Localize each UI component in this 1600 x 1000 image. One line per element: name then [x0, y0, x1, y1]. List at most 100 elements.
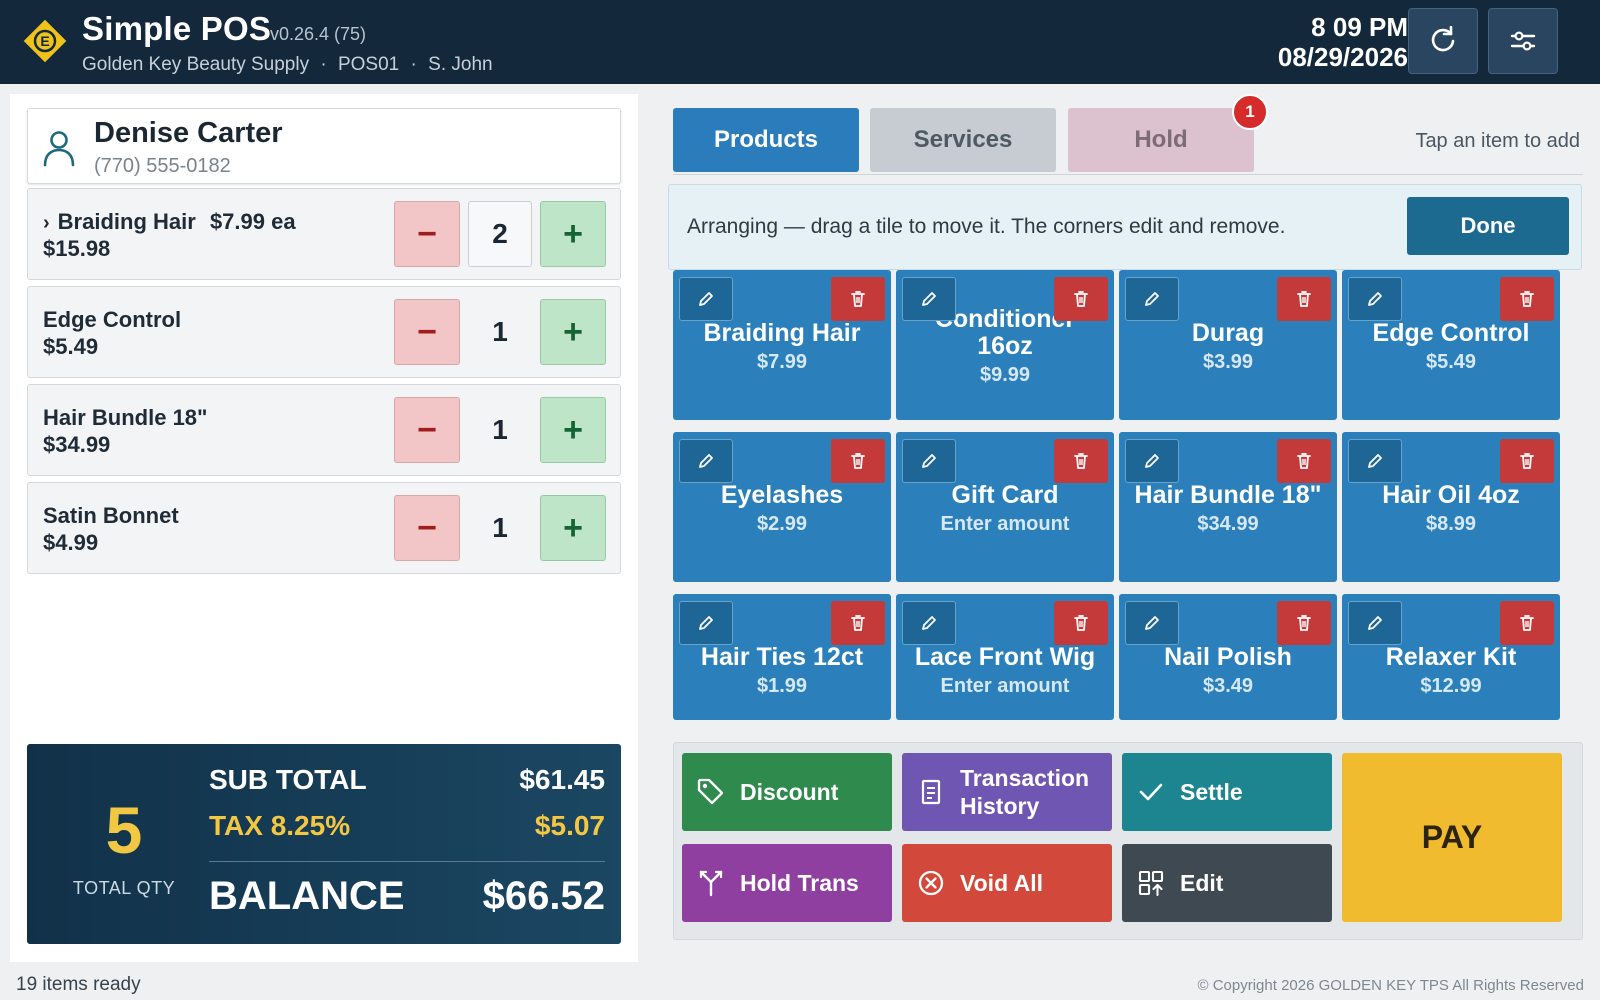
cart-item-total: $34.99	[43, 432, 111, 457]
edit-tile-button[interactable]	[679, 277, 733, 321]
hold-trans-button[interactable]: Hold Trans	[682, 844, 892, 922]
edit-tile-button[interactable]	[902, 277, 956, 321]
product-name: Relaxer Kit $12.99	[1348, 644, 1554, 700]
product-tile[interactable]: Eyelashes $2.99	[673, 432, 891, 582]
delete-tile-button[interactable]	[1500, 601, 1554, 645]
customer-card[interactable]: Denise Carter (770) 555-0182	[27, 108, 621, 184]
cart-item-name: › Braiding Hair $7.99 ea	[43, 209, 296, 234]
transaction-history-button[interactable]: Transaction History	[902, 753, 1112, 831]
tab-products[interactable]: Products	[673, 108, 859, 172]
decrease-qty-button[interactable]: −	[394, 495, 460, 561]
delete-tile-button[interactable]	[1500, 439, 1554, 483]
qty-value[interactable]: 1	[492, 414, 508, 445]
product-name: Hair Ties 12ct $1.99	[679, 644, 885, 700]
edit-tile-button[interactable]	[902, 601, 956, 645]
qty-value[interactable]: 1	[492, 316, 508, 347]
product-price: $5.49	[1425, 351, 1477, 373]
trash-icon	[1297, 615, 1311, 631]
edit-tile-button[interactable]	[1125, 601, 1179, 645]
trash-icon	[1074, 615, 1088, 631]
chevron-right-icon[interactable]: ›	[43, 212, 50, 234]
product-tile[interactable]: Hair Ties 12ct $1.99	[673, 594, 891, 720]
product-tile[interactable]: Durag $3.99	[1119, 270, 1337, 420]
balance-value: $66.52	[482, 874, 605, 918]
qty-value[interactable]: 2	[468, 201, 532, 267]
clock-time: 8 09 PM	[1311, 12, 1408, 42]
product-tile[interactable]: Nail Polish $3.49	[1119, 594, 1337, 720]
cart-item-hair-bundle[interactable]: Hair Bundle 18" $34.99 − 1 +	[27, 384, 621, 476]
edit-tile-button[interactable]	[679, 439, 733, 483]
done-button[interactable]: Done	[1407, 197, 1569, 255]
tab-services[interactable]: Services	[870, 108, 1056, 172]
pencil-icon	[1145, 616, 1159, 630]
product-tile[interactable]: Conditioner 16oz $9.99	[896, 270, 1114, 420]
action-buttons: Discount Transaction History Settle	[673, 742, 1583, 940]
product-name: Hair Bundle 18" $34.99	[1125, 482, 1331, 538]
product-name: Conditioner 16oz $9.99	[902, 306, 1108, 389]
tax-label: TAX 8.25%	[209, 810, 351, 841]
qty-value[interactable]: 1	[492, 512, 508, 543]
delete-tile-button[interactable]	[1054, 277, 1108, 321]
product-tile[interactable]: Braiding Hair $7.99	[673, 270, 891, 420]
edit-tile-button[interactable]	[1348, 277, 1402, 321]
decrease-qty-button[interactable]: −	[394, 299, 460, 365]
pencil-icon	[1145, 454, 1159, 468]
product-name: Durag $3.99	[1125, 320, 1331, 376]
app-version: v0.26.4 (75)	[270, 24, 367, 44]
edit-tile-button[interactable]	[1125, 277, 1179, 321]
edit-layout-button[interactable]: Edit	[1122, 844, 1332, 922]
cart-item-edge-control[interactable]: Edge Control $5.49 − 1 +	[27, 286, 621, 378]
pencil-icon	[699, 292, 713, 306]
product-tile[interactable]: Gift Card Enter amount	[896, 432, 1114, 582]
tab-hold[interactable]: Hold	[1068, 108, 1254, 172]
refresh-button[interactable]	[1408, 8, 1478, 74]
cart-item-satin-bonnet[interactable]: Satin Bonnet $4.99 − 1 +	[27, 482, 621, 574]
catalog-panel: Products Services Hold 1 Tap an item to …	[638, 94, 1600, 962]
edit-tile-button[interactable]	[1348, 601, 1402, 645]
delete-tile-button[interactable]	[1500, 277, 1554, 321]
edit-tile-button[interactable]	[902, 439, 956, 483]
settle-button[interactable]: Settle	[1122, 753, 1332, 831]
subtotal-label: SUB TOTAL	[209, 764, 367, 795]
pay-button[interactable]: PAY	[1342, 753, 1562, 922]
product-name: Nail Polish $3.49	[1125, 644, 1331, 700]
product-tile[interactable]: Hair Oil 4oz $8.99	[1342, 432, 1560, 582]
product-tile[interactable]: Hair Bundle 18" $34.99	[1119, 432, 1337, 582]
cart-item-braiding-hair[interactable]: › Braiding Hair $7.99 ea $15.98 − 2 +	[27, 188, 621, 280]
edit-tile-button[interactable]	[679, 601, 733, 645]
delete-tile-button[interactable]	[1277, 601, 1331, 645]
delete-tile-button[interactable]	[831, 601, 885, 645]
arrange-message: Arranging — drag a tile to move it. The …	[687, 215, 1286, 238]
edit-tile-button[interactable]	[1348, 439, 1402, 483]
increase-qty-button[interactable]: +	[540, 495, 606, 561]
check-icon	[1139, 783, 1163, 801]
delete-tile-button[interactable]	[1054, 439, 1108, 483]
delete-tile-button[interactable]	[1277, 439, 1331, 483]
delete-tile-button[interactable]	[1277, 277, 1331, 321]
product-name: Braiding Hair $7.99	[679, 320, 885, 376]
increase-qty-button[interactable]: +	[540, 397, 606, 463]
delete-tile-button[interactable]	[1054, 601, 1108, 645]
copyright-text: © Copyright 2026 GOLDEN KEY TPS All Righ…	[1197, 977, 1584, 994]
trash-icon	[1074, 291, 1088, 307]
product-tile[interactable]: Relaxer Kit $12.99	[1342, 594, 1560, 720]
decrease-qty-button[interactable]: −	[394, 397, 460, 463]
delete-tile-button[interactable]	[831, 439, 885, 483]
delete-tile-button[interactable]	[831, 277, 885, 321]
increase-qty-button[interactable]: +	[540, 299, 606, 365]
pencil-icon	[1145, 292, 1159, 306]
decrease-qty-button[interactable]: −	[394, 201, 460, 267]
settings-button[interactable]	[1488, 8, 1558, 74]
discount-button[interactable]: Discount	[682, 753, 892, 831]
store-name: Golden Key Beauty Supply	[82, 54, 310, 75]
subtotal-value: $61.45	[519, 764, 605, 795]
trash-icon	[851, 291, 865, 307]
product-price: $3.99	[1202, 351, 1254, 373]
product-price: $2.99	[756, 513, 808, 535]
edit-tile-button[interactable]	[1125, 439, 1179, 483]
product-price: $12.99	[1420, 675, 1482, 697]
increase-qty-button[interactable]: +	[540, 201, 606, 267]
product-tile[interactable]: Edge Control $5.49	[1342, 270, 1560, 420]
void-all-button[interactable]: Void All	[902, 844, 1112, 922]
product-tile[interactable]: Lace Front Wig Enter amount	[896, 594, 1114, 720]
